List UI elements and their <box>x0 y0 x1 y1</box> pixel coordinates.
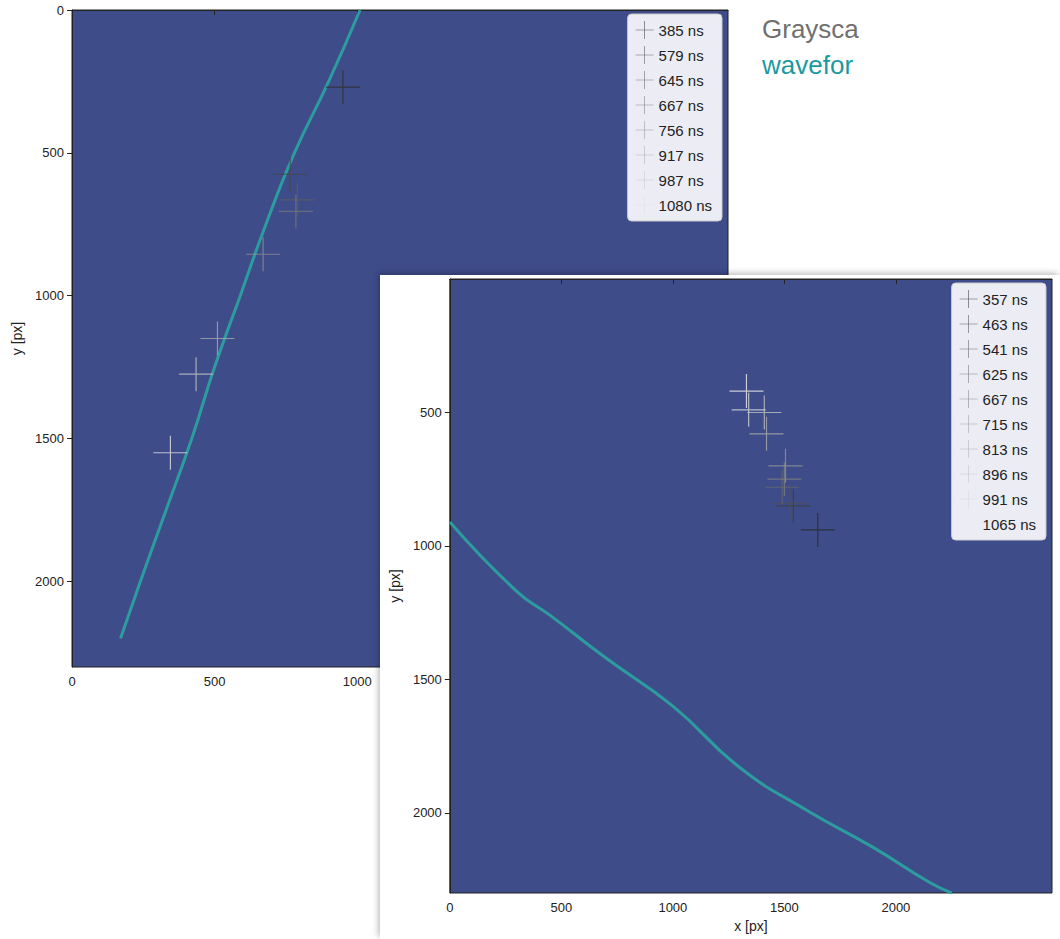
svg-text:1065 ns: 1065 ns <box>983 516 1036 533</box>
svg-text:2000: 2000 <box>35 574 64 589</box>
svg-text:625 ns: 625 ns <box>983 366 1028 383</box>
svg-text:2000: 2000 <box>413 805 442 820</box>
svg-text:1500: 1500 <box>770 900 799 915</box>
svg-text:2000: 2000 <box>881 900 910 915</box>
svg-text:1000: 1000 <box>35 288 64 303</box>
svg-text:645 ns: 645 ns <box>659 72 704 89</box>
svg-text:579 ns: 579 ns <box>659 47 704 64</box>
svg-text:385 ns: 385 ns <box>659 22 704 39</box>
svg-text:0: 0 <box>57 3 64 18</box>
svg-text:1000: 1000 <box>658 900 687 915</box>
svg-text:463 ns: 463 ns <box>983 316 1028 333</box>
svg-text:y [px]: y [px] <box>9 322 25 355</box>
svg-text:756 ns: 756 ns <box>659 122 704 139</box>
svg-text:1500: 1500 <box>413 672 442 687</box>
svg-text:1500: 1500 <box>35 431 64 446</box>
svg-text:500: 500 <box>42 145 64 160</box>
svg-text:y [px]: y [px] <box>387 569 403 602</box>
svg-text:x [px]: x [px] <box>734 918 767 934</box>
html-text:Graysca: Graysca <box>762 14 859 44</box>
svg-text:991 ns: 991 ns <box>983 491 1028 508</box>
svg-text:357 ns: 357 ns <box>983 291 1028 308</box>
svg-text:500: 500 <box>550 900 572 915</box>
svg-text:917 ns: 917 ns <box>659 147 704 164</box>
svg-text:1000: 1000 <box>343 674 372 689</box>
html-text:wavefor: wavefor <box>762 50 853 80</box>
svg-text:500: 500 <box>420 405 442 420</box>
svg-text:1000: 1000 <box>413 538 442 553</box>
svg-text:667 ns: 667 ns <box>983 391 1028 408</box>
svg-text:987 ns: 987 ns <box>659 172 704 189</box>
svg-text:0: 0 <box>446 900 453 915</box>
svg-text:813 ns: 813 ns <box>983 441 1028 458</box>
svg-text:715 ns: 715 ns <box>983 416 1028 433</box>
svg-text:1080 ns: 1080 ns <box>659 197 712 214</box>
svg-text:541 ns: 541 ns <box>983 341 1028 358</box>
svg-text:896 ns: 896 ns <box>983 466 1028 483</box>
svg-text:0: 0 <box>68 674 75 689</box>
svg-text:667 ns: 667 ns <box>659 97 704 114</box>
svg-text:500: 500 <box>204 674 226 689</box>
